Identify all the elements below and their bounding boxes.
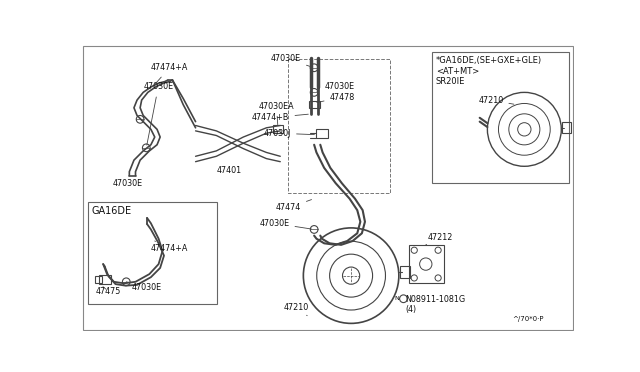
Bar: [99, 275, 111, 284]
Text: 47210: 47210: [478, 96, 514, 105]
Text: GA16DE: GA16DE: [92, 206, 132, 217]
Text: 47474+A: 47474+A: [151, 241, 188, 253]
Bar: [95, 276, 102, 283]
Text: 47475: 47475: [95, 286, 121, 295]
Text: 47478: 47478: [317, 93, 355, 103]
Bar: [563, 122, 571, 133]
Text: 47030E: 47030E: [113, 179, 143, 188]
Text: 47401: 47401: [216, 166, 241, 175]
Text: 47474+B: 47474+B: [252, 113, 308, 122]
Bar: [308, 101, 319, 108]
Text: 47030E: 47030E: [271, 54, 312, 67]
Bar: [288, 58, 390, 193]
Bar: [316, 129, 328, 138]
Text: 47210: 47210: [284, 304, 308, 316]
Bar: [432, 52, 569, 183]
Text: 47030E: 47030E: [126, 282, 162, 292]
Text: 47030EA: 47030EA: [259, 102, 294, 125]
Text: 47212: 47212: [426, 232, 454, 245]
Text: N: N: [395, 296, 399, 301]
Bar: [273, 125, 284, 133]
Text: 47474: 47474: [276, 200, 312, 212]
Text: 47474+A: 47474+A: [151, 63, 188, 85]
Text: ^/70*0·P: ^/70*0·P: [512, 316, 543, 322]
Text: 47030E: 47030E: [143, 83, 173, 145]
Bar: [401, 266, 410, 278]
Bar: [88, 202, 217, 304]
Text: *GA16DE,(SE+GXE+GLE)
<AT+MT>
SR20IE: *GA16DE,(SE+GXE+GLE) <AT+MT> SR20IE: [436, 56, 542, 86]
Text: 47030E: 47030E: [317, 83, 355, 92]
Bar: [409, 245, 444, 283]
Text: 47030E: 47030E: [259, 219, 312, 229]
Text: 47030J: 47030J: [264, 129, 314, 138]
Text: N08911-1081G
(4): N08911-1081G (4): [405, 295, 465, 314]
